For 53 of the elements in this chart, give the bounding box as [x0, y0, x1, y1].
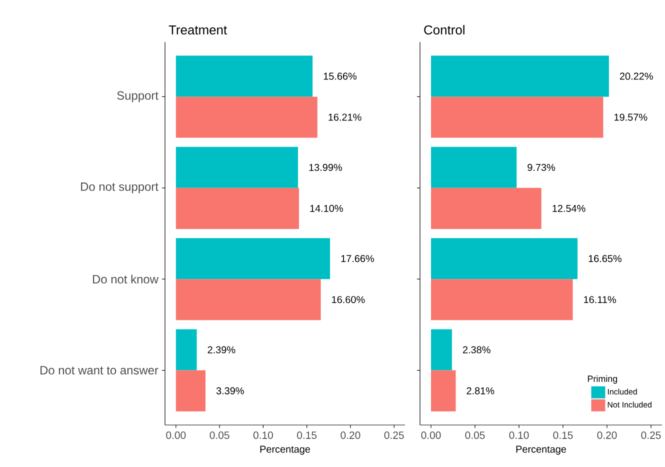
- bar: [431, 188, 542, 229]
- bar: [431, 279, 573, 320]
- data-label: 17.66%: [341, 255, 374, 262]
- x-tick-label: 0.15: [553, 432, 573, 439]
- x-tick-label: 0.00: [421, 432, 441, 439]
- data-label: 16.21%: [328, 114, 362, 121]
- bar: [176, 329, 197, 370]
- data-label: 16.60%: [332, 296, 365, 304]
- x-tick-label: 0.05: [465, 432, 485, 439]
- data-label: 16.11%: [584, 296, 616, 304]
- x-tick-label: 0.10: [253, 432, 273, 439]
- chart-title: Treatment: [168, 25, 227, 35]
- x-axis-title: Percentage: [516, 446, 566, 455]
- data-label: 14.10%: [310, 204, 343, 212]
- data-label: 16.65%: [588, 255, 622, 262]
- y-tick-label: Do not support: [81, 182, 158, 194]
- x-tick-label: 0.00: [166, 432, 186, 439]
- data-label: 19.57%: [614, 114, 648, 121]
- bar: [431, 56, 609, 97]
- bar: [176, 96, 318, 138]
- x-tick-label: 0.20: [597, 432, 617, 439]
- chart-title: Control: [424, 24, 464, 35]
- x-tick-label: 0.10: [509, 432, 529, 439]
- bar: [176, 238, 330, 280]
- data-label: 3.39%: [216, 387, 244, 394]
- bar: [431, 146, 517, 188]
- x-tick-label: 0.05: [210, 432, 230, 439]
- data-label: 13.99%: [309, 164, 342, 171]
- bar: [431, 329, 452, 370]
- bar: [431, 370, 456, 412]
- x-tick-label: 0.25: [641, 432, 661, 439]
- data-label: 12.54%: [552, 204, 586, 212]
- data-label: 2.81%: [466, 387, 494, 394]
- bar: [176, 56, 313, 97]
- legend-title: Priming: [588, 375, 618, 384]
- data-label: 20.22%: [620, 72, 653, 80]
- y-tick-label: Do not want to answer: [40, 366, 158, 374]
- bar: [431, 96, 604, 138]
- y-tick-label: Do not know: [93, 274, 158, 284]
- y-tick-label: Support: [117, 91, 158, 102]
- bar: [431, 238, 578, 280]
- bar: [176, 188, 299, 229]
- bar: [176, 146, 298, 188]
- x-axis-title: Percentage: [260, 446, 310, 455]
- data-label: 9.73%: [528, 164, 556, 171]
- x-tick-label: 0.15: [297, 432, 317, 439]
- x-tick-label: 0.20: [340, 432, 360, 439]
- data-label: 2.39%: [208, 346, 236, 354]
- bar: [176, 370, 206, 412]
- data-label: 15.66%: [324, 72, 357, 80]
- bar: [176, 279, 321, 320]
- x-tick-label: 0.25: [384, 432, 404, 439]
- data-label: 2.38%: [462, 346, 490, 354]
